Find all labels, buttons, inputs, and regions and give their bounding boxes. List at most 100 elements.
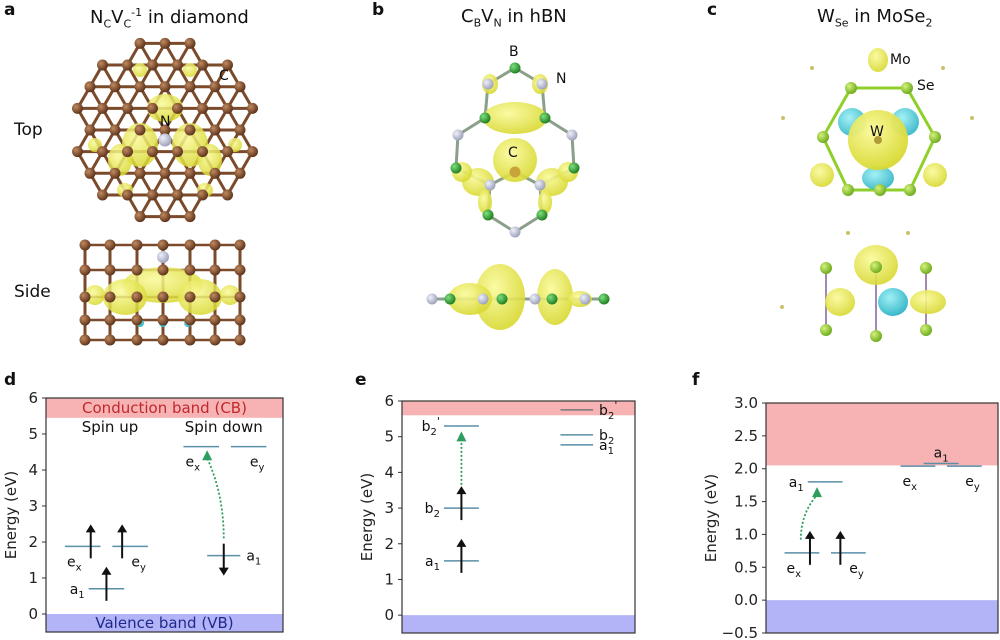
arrowhead [835,530,846,539]
selenium-atom [874,184,886,196]
title-b-sub2: N [493,16,502,30]
atom-label-c-diamond: C [219,68,229,84]
carbon-atom [122,146,133,158]
boron-atom [496,293,508,305]
carbon-atom [109,81,121,93]
y-tick-label: 6 [28,389,38,407]
arrowhead [804,530,815,539]
carbon-atom [131,291,143,303]
carbon-atom [104,264,116,276]
level-label: a1 [599,438,614,457]
carbon-atom [234,81,246,93]
level-label: a1 [246,549,261,568]
valence-band-label: Valence band (VB) [95,614,233,632]
carbon-atom [209,167,221,179]
title-b-sub1: B [473,16,482,30]
title-c-sub2: 2 [925,16,933,30]
y-tick-label: 1 [28,569,38,587]
plot-frame [765,402,999,634]
carbon-atom [222,146,233,158]
carbon-atom [197,189,208,201]
distant-atom [941,66,945,70]
carbon-atom [184,264,196,276]
carbon-atom [209,239,221,251]
carbon-atom [184,124,196,136]
diamond-side-view [79,239,246,346]
nitrogen-atom [566,129,578,141]
level-label: a1 [70,582,85,601]
row-label-side: Side [14,282,51,302]
distant-atom [780,305,784,309]
carbon-atom [97,189,108,201]
panel-letter-b: b [372,0,385,20]
y-tick-label: 3 [28,497,38,515]
y-tick-label: 5 [28,425,38,443]
mose2-top-view [781,48,974,196]
title-b-tail: in hBN [501,6,567,27]
carbon-atom [79,334,91,346]
diamond-top-view [72,37,258,223]
carbon-atom [72,146,83,158]
carbon-atom [184,37,196,49]
carbon-atom [209,291,221,303]
title-a-sup: -1 [131,6,143,19]
mose2-side-view [780,231,946,342]
level-label: a1 [789,475,804,494]
isosurface-lobe [923,163,947,187]
nitrogen-atom [509,226,521,238]
carbon-atom [104,239,116,251]
carbon-atom [147,59,158,71]
y-tick-label: 2 [384,535,394,553]
title-c-sub1: Se [834,16,849,30]
tungsten-atom [874,136,882,144]
isosurface-lobe [133,63,147,77]
boron-atom [479,112,491,124]
carbon-atom [222,189,233,201]
transition-arrowhead [456,431,467,442]
carbon-atom [79,264,91,276]
carbon-atom [234,314,246,326]
valence-band [402,615,635,633]
carbon-atom [122,189,133,201]
y-tick-label: 1 [384,570,394,588]
carbon-atom [97,146,108,158]
nitrogen-atom [482,78,494,90]
isosurface-lobe [103,279,147,315]
level-label: a1 [934,445,949,464]
carbon-atom [184,211,196,223]
carbon-atom [184,167,196,179]
carbon-atom [159,37,171,49]
panel-letter-c: c [707,0,718,20]
isosurface-lobe [493,138,537,182]
carbon-atom [79,291,91,303]
panel-title-b: CBVN in hBN [461,6,567,30]
isosurface-lobe [183,63,197,77]
carbon-atom [222,59,233,71]
carbon-atom [134,167,146,179]
carbon-atom [159,124,171,136]
bond [905,87,937,138]
selenium-atom [904,184,916,196]
nitrogen-atom [426,293,438,305]
bond [454,134,460,169]
panel-letter-d: d [4,370,17,390]
carbon-atom [131,334,143,346]
panel-title-c: WSe in MoSe2 [817,6,932,30]
isosurface-lobe [178,279,222,315]
nitrogen-atom [534,179,546,191]
carbon-atom [157,334,169,346]
carbon-atom [157,291,169,303]
carbon-atom [184,239,196,251]
carbon-atom [84,81,96,93]
carbon-atom [184,291,196,303]
boron-atom [598,293,610,305]
transition-arrow [206,457,225,539]
distant-atom [846,231,850,235]
y-tick-label: 4 [384,463,394,481]
distant-atom [810,66,814,70]
selenium-atom [842,184,854,196]
carbon-atom [147,189,158,201]
carbon-atom [97,102,108,114]
arrowhead [101,566,112,575]
arrowhead [456,486,467,495]
